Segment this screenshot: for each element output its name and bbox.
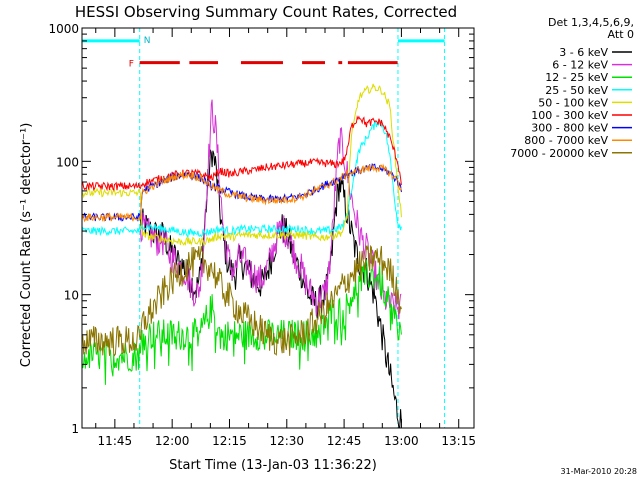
x-tick-label: 13:00 <box>384 434 419 448</box>
legend-label-4: 25 - 50 keV <box>545 84 608 97</box>
x-tick-label: 12:30 <box>269 434 304 448</box>
y-tick-label: 100 <box>56 155 79 169</box>
x-tick-label: 12:00 <box>155 434 190 448</box>
series-line-5 <box>81 83 402 246</box>
legend-label-1: 3 - 6 keV <box>559 46 608 59</box>
y-tick-label: 10 <box>64 289 79 303</box>
legend-label-8: 800 - 7000 keV <box>524 134 608 147</box>
legend-label-6: 100 - 300 keV <box>531 109 608 122</box>
axes: 1 10 100 1000 11:45 12:00 12:15 12:30 12:45 13:00… <box>48 22 476 448</box>
legend-label-5: 50 - 100 keV <box>538 96 608 109</box>
y-tick-label: 1000 <box>48 22 79 36</box>
legend-label-7: 300 - 800 keV <box>531 122 608 135</box>
legend-label-2: 6 - 12 keV <box>552 59 608 72</box>
x-tick-label: 12:15 <box>212 434 247 448</box>
series-line-6 <box>81 115 402 192</box>
night-flag-label: N <box>144 36 151 46</box>
series-line-9 <box>81 244 402 357</box>
legend-header-line-1: Det 1,3,4,5,6,9, <box>548 16 634 29</box>
series-line-8 <box>81 163 402 223</box>
legend-label-3: 12 - 25 keV <box>545 71 608 84</box>
y-axis-label: Corrected Count Rate (s⁻¹ detector⁻¹) <box>19 123 34 368</box>
x-tick-label: 13:15 <box>441 434 476 448</box>
y-tick-label: 1 <box>71 422 79 436</box>
series-lines <box>81 83 402 429</box>
x-tick-label: 12:45 <box>327 434 362 448</box>
date-stamp: 31-Mar-2010 20:28 <box>561 467 638 476</box>
series-line-4 <box>81 119 402 239</box>
series-line-1 <box>139 149 402 429</box>
legend-label-9: 7000 - 20000 keV <box>510 147 608 160</box>
plot-frame <box>81 27 475 429</box>
x-tick-label: 11:45 <box>98 434 133 448</box>
x-axis-label: Start Time (13-Jan-03 11:36:22) <box>169 458 377 473</box>
legend-header-line-2: Att 0 <box>608 28 634 41</box>
flare-flags: F <box>129 60 398 70</box>
chart-title: HESSI Observing Summary Count Rates, Cor… <box>75 3 457 21</box>
flare-flag-label: F <box>129 60 134 70</box>
series-line-2 <box>139 99 402 320</box>
series-line-3 <box>81 258 402 385</box>
